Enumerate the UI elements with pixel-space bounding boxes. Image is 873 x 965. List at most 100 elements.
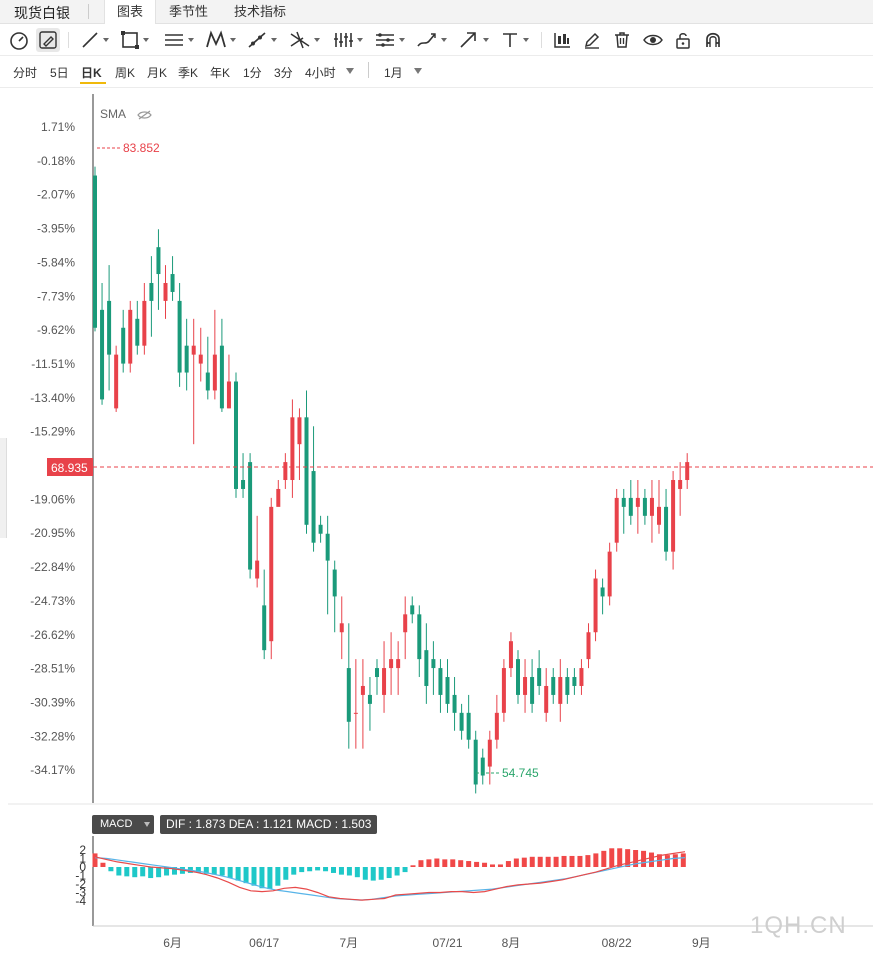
candle-body [586, 632, 591, 660]
macd-histogram-bar [164, 867, 170, 876]
candle-body [184, 345, 189, 373]
macd-histogram-bar [331, 867, 336, 873]
tab-technical-indicators[interactable]: 技术指标 [234, 4, 287, 19]
arrow-icon[interactable] [458, 28, 490, 52]
macd-histogram-bar [545, 856, 551, 867]
x-axis-label: 08/22 [602, 936, 632, 950]
text-icon[interactable] [500, 28, 530, 52]
price-tick-label: -2.07% [37, 188, 75, 202]
macd-histogram-bar [346, 867, 352, 876]
price-tick-label: -15.29% [30, 425, 75, 439]
candle-body [431, 659, 436, 669]
pen-icon[interactable] [582, 28, 602, 52]
candle-body [614, 497, 619, 543]
macd-histogram-bar [148, 867, 154, 879]
candle-body [487, 739, 492, 767]
candle-body [375, 668, 379, 678]
candle-body [205, 372, 210, 391]
period-4hour[interactable]: 4小时 [305, 66, 336, 80]
side-panel-toggle[interactable] [0, 438, 7, 538]
gauge-icon[interactable] [8, 28, 30, 52]
period-quarterly[interactable]: 季K [178, 66, 199, 80]
candle-body [628, 497, 633, 516]
period-5day[interactable]: 5日 [50, 66, 69, 80]
range-caret-icon[interactable] [414, 68, 422, 74]
candle-body [255, 560, 260, 579]
bars-icon[interactable] [332, 28, 364, 52]
macd-histogram-bar [219, 867, 225, 876]
macd-tick-label: 2 [79, 843, 86, 857]
macd-histogram-bar [521, 857, 527, 867]
price-tick-label: -9.62% [37, 323, 75, 337]
candle-body [558, 677, 563, 704]
macd-histogram-bar [672, 854, 678, 867]
line-icon[interactable] [80, 28, 110, 52]
macd-histogram-bar [529, 856, 535, 867]
period-monthly[interactable]: 月K [147, 66, 168, 80]
period-more-caret-icon[interactable] [346, 68, 354, 74]
levels-icon[interactable] [374, 28, 406, 52]
macd-histogram-bar [593, 853, 599, 867]
trash-icon[interactable] [612, 28, 632, 52]
candle-body [332, 569, 337, 597]
rectangle-icon[interactable] [120, 28, 150, 52]
candle-body [635, 497, 640, 507]
candle-body [607, 551, 612, 597]
macd-caret-icon [144, 822, 150, 827]
candle-body [664, 506, 669, 552]
macd-histogram-bar [609, 848, 615, 867]
candle-body [276, 488, 281, 507]
fork-icon[interactable] [289, 28, 321, 52]
macd-histogram-bar [283, 867, 289, 880]
candle-body [544, 685, 549, 713]
x-axis-label: 07/21 [432, 936, 462, 950]
ray-icon[interactable] [246, 28, 278, 52]
candle-body [459, 712, 464, 731]
lock-icon[interactable] [673, 28, 693, 52]
period-3min[interactable]: 3分 [274, 66, 293, 80]
macd-histogram-bar [513, 858, 519, 867]
period-1min[interactable]: 1分 [243, 66, 262, 80]
toolbar-divider [68, 32, 69, 48]
macd-histogram-bar [315, 867, 321, 871]
candle-body [494, 712, 499, 740]
macd-histogram-bar [418, 860, 424, 867]
period-weekly[interactable]: 周K [115, 66, 136, 80]
tab-chart[interactable]: 图表 [104, 0, 157, 24]
macd-histogram-bar [402, 867, 408, 873]
macd-histogram-bar [299, 867, 305, 873]
macd-tick-label: 0 [79, 860, 86, 874]
hlines-icon[interactable] [163, 28, 195, 52]
eye-icon[interactable] [642, 28, 664, 52]
candle-body [523, 677, 528, 695]
macd-indicator-badge[interactable]: MACD [92, 815, 154, 834]
macd-histogram-bar [116, 867, 122, 876]
price-tick-label: -7.73% [37, 289, 75, 303]
price-tick-label: -3.95% [37, 222, 75, 236]
period-yearly[interactable]: 年K [210, 66, 231, 80]
macd-histogram-bar [426, 859, 432, 867]
tab-seasonality[interactable]: 季节性 [169, 4, 209, 19]
candle-body [396, 659, 401, 669]
watermark: 1QH.CN [750, 912, 847, 939]
macd-histogram-bar [267, 867, 273, 890]
period-daily[interactable]: 日K [81, 66, 102, 80]
pattern-icon[interactable] [205, 28, 237, 52]
candle-body [107, 300, 112, 355]
price-chart[interactable]: 1.71% -0.18% -2.07% -3.95% -5.84% -7.73% -9.62… [0, 88, 873, 965]
brush-icon[interactable] [416, 28, 448, 52]
candle-style-icon[interactable] [552, 28, 572, 52]
range-selector[interactable]: 1月 [384, 66, 403, 80]
macd-histogram-bar [585, 855, 591, 867]
macd-histogram-bar [291, 867, 297, 875]
macd-histogram-bar [140, 867, 146, 877]
pencil-edit-icon[interactable] [36, 28, 60, 52]
period-timeshare[interactable]: 分时 [13, 66, 38, 80]
macd-histogram-bar [490, 864, 495, 867]
macd-histogram-bar [338, 867, 344, 875]
x-axis-label: 6月 [163, 936, 182, 950]
macd-histogram-bar [664, 855, 670, 867]
magnet-icon[interactable] [703, 28, 723, 52]
macd-histogram-bar [156, 867, 162, 878]
candle-body [170, 274, 175, 292]
